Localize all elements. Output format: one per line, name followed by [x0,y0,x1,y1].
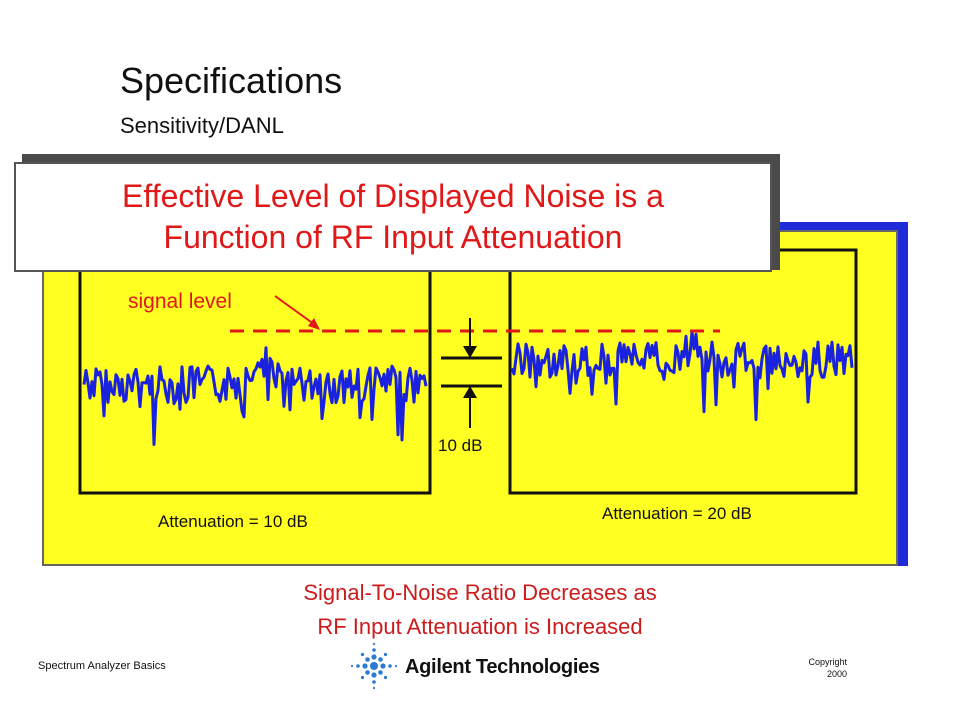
right-attenuation-label: Attenuation = 20 dB [602,504,752,523]
noise-trace-right [510,330,854,422]
step-size-label: 10 dB [438,436,482,455]
brand-name: Agilent Technologies [405,656,600,678]
callout-line-1: Effective Level of Displayed Noise is a [122,178,664,214]
copyright-notice: Copyright 2000 [790,656,847,680]
page-subtitle: Sensitivity/DANL [120,113,284,138]
copyright-label: Copyright [808,657,847,667]
left-attenuation-label: Attenuation = 10 dB [158,512,308,531]
signal-level-arrowhead [308,318,320,330]
step-arrow-up-head [463,386,477,398]
step-arrow-down-head [463,346,477,358]
agilent-spark-icon [350,642,398,690]
noise-trace-left [82,346,428,446]
callout-line-2: Function of RF Input Attenuation [163,219,623,255]
right-display-frame [508,248,858,495]
page-title: Specifications [120,60,343,101]
callout-box: Effective Level of Displayed Noise is a … [14,162,772,272]
footer-course-title: Spectrum Analyzer Basics [38,660,166,672]
caption-line-1: Signal-To-Noise Ratio Decreases as [303,580,657,605]
copyright-year: 2000 [826,669,847,679]
caption-line-2: RF Input Attenuation is Increased [317,614,643,639]
signal-level-pointer [274,295,319,328]
signal-level-label: signal level [128,290,232,313]
